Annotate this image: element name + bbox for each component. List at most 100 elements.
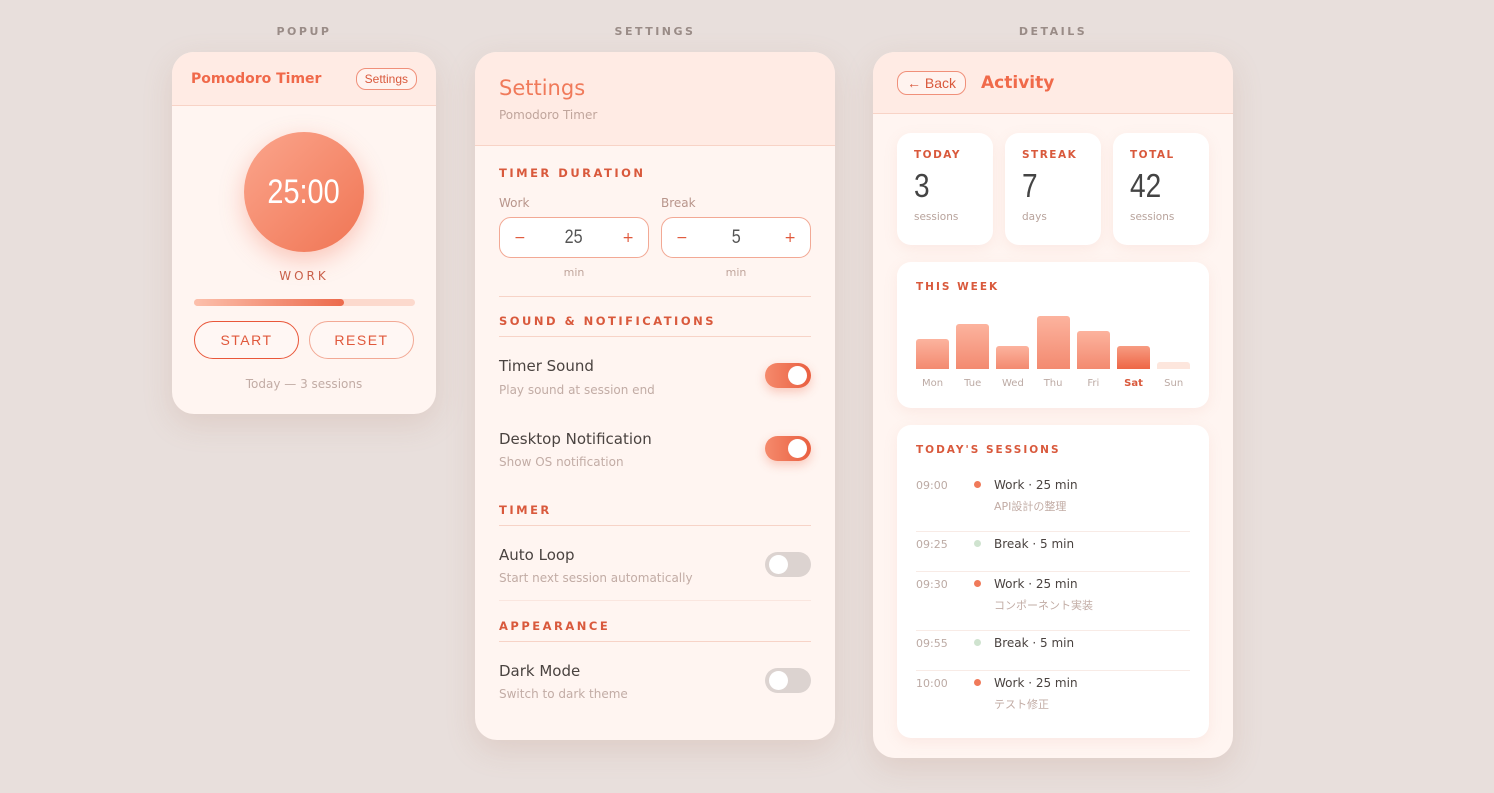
break-unit: min <box>725 266 747 279</box>
timer-display: 25:00 <box>244 132 364 252</box>
session-type: Break · 5 min <box>994 537 1075 551</box>
toggle-knob <box>769 671 788 690</box>
session-type: Break · 5 min <box>994 636 1075 650</box>
toggle-knob <box>788 366 807 385</box>
auto-loop-toggle[interactable] <box>765 552 811 577</box>
popup-label: POPUP <box>276 25 332 38</box>
auto-loop-desc: Start next session automatically <box>499 571 693 585</box>
settings-header: Settings Pomodoro Timer <box>475 52 835 146</box>
day-label: Wed <box>1001 378 1024 389</box>
session-dot-icon <box>974 639 981 646</box>
timer-sound-toggle[interactable] <box>765 363 811 388</box>
stat-label: TOTAL <box>1130 149 1175 161</box>
day-label: Mon <box>921 378 944 389</box>
divider <box>499 641 811 642</box>
popup-panel: Pomodoro Timer Settings 25:00 WORK START… <box>172 52 436 414</box>
session-dot-icon <box>974 679 981 686</box>
divider <box>499 336 811 337</box>
divider <box>499 296 811 297</box>
work-decrement-button[interactable]: − <box>514 229 526 246</box>
bar-fri <box>1076 331 1110 369</box>
desktop-notification-title: Desktop Notification <box>499 430 652 448</box>
session-dot-icon <box>974 580 981 587</box>
timer-sound-desc: Play sound at session end <box>499 383 655 397</box>
back-button[interactable]: ← Back <box>897 70 967 95</box>
timer-sound-title: Timer Sound <box>499 357 594 375</box>
progress-fill <box>194 299 345 306</box>
details-label: DETAILS <box>1018 25 1088 38</box>
settings-subtitle: Pomodoro Timer <box>499 108 598 122</box>
bar-sun <box>1157 362 1191 369</box>
break-decrement-button[interactable]: − <box>676 229 688 246</box>
session-time: 10:00 <box>916 677 948 690</box>
session-type: Work · 25 min <box>994 676 1078 690</box>
session-item: 09:25 Break · 5 min <box>916 537 1190 572</box>
session-time: 09:00 <box>916 479 948 492</box>
settings-panel: Settings Pomodoro Timer TIMER DURATION W… <box>475 52 835 740</box>
divider <box>499 600 811 601</box>
session-desc: コンポーネント実装 <box>994 599 1093 612</box>
break-value[interactable]: 5 <box>731 226 741 248</box>
dark-mode-toggle[interactable] <box>765 668 811 693</box>
session-dot-icon <box>974 540 981 547</box>
stat-streak: STREAK 7 days <box>1005 133 1101 245</box>
app-title: Pomodoro Timer <box>191 70 322 87</box>
popup-header: Pomodoro Timer Settings <box>172 52 436 106</box>
sessions-card: TODAY'S SESSIONS 09:00 Work · 25 min API… <box>897 425 1209 738</box>
stat-today: TODAY 3 sessions <box>897 133 993 245</box>
stat-unit: days <box>1022 211 1047 223</box>
dark-mode-desc: Switch to dark theme <box>499 687 628 701</box>
settings-button[interactable]: Settings <box>355 67 417 90</box>
timer-mode: WORK <box>279 269 329 283</box>
start-button[interactable]: START <box>194 321 299 359</box>
bar-wed <box>996 346 1030 369</box>
desktop-notification-desc: Show OS notification <box>499 455 624 469</box>
stat-unit: sessions <box>914 211 959 223</box>
stat-total: TOTAL 42 sessions <box>1113 133 1209 245</box>
break-stepper: − 5 + <box>661 217 811 258</box>
bar-mon <box>916 338 949 369</box>
reset-button[interactable]: RESET <box>309 321 414 359</box>
bar-thu <box>1036 316 1070 369</box>
stat-value: 7 <box>1022 167 1038 204</box>
settings-title: Settings <box>499 76 586 100</box>
settings-label: SETTINGS <box>614 25 696 38</box>
session-time: 09:30 <box>916 578 948 591</box>
details-header: ← Back Activity <box>873 52 1233 114</box>
session-item: 09:30 Work · 25 min コンポーネント実装 <box>916 577 1190 631</box>
today-summary: Today — 3 sessions <box>245 377 363 391</box>
toggle-knob <box>788 439 807 458</box>
section-sound: SOUND & NOTIFICATIONS <box>499 314 717 328</box>
session-time: 09:25 <box>916 538 948 551</box>
day-label: Sun <box>1164 378 1184 389</box>
session-desc: API設計の整理 <box>994 500 1067 513</box>
session-item: 09:55 Break · 5 min <box>916 636 1190 671</box>
auto-loop-title: Auto Loop <box>499 546 575 564</box>
stat-unit: sessions <box>1130 211 1175 223</box>
desktop-notification-toggle[interactable] <box>765 436 811 461</box>
stat-label: STREAK <box>1022 149 1078 161</box>
day-label: Thu <box>1043 378 1063 389</box>
break-increment-button[interactable]: + <box>784 229 796 246</box>
stat-value: 3 <box>914 167 930 204</box>
stat-value: 42 <box>1130 167 1162 204</box>
week-chart-title: THIS WEEK <box>916 281 1000 293</box>
session-dot-icon <box>974 481 981 488</box>
divider <box>499 525 811 526</box>
session-type: Work · 25 min <box>994 577 1078 591</box>
work-increment-button[interactable]: + <box>622 229 634 246</box>
week-chart-card: THIS WEEK Mon Tue Wed Thu Fri Sat Sun <box>897 262 1209 408</box>
work-stepper: − 25 + <box>499 217 649 258</box>
session-time: 09:55 <box>916 637 948 650</box>
timer-time: 25:00 <box>267 172 341 211</box>
work-label: Work <box>499 196 530 210</box>
sessions-title: TODAY'S SESSIONS <box>916 444 1061 456</box>
details-panel: ← Back Activity TODAY 3 sessions STREAK … <box>873 52 1233 758</box>
session-item: 10:00 Work · 25 min テスト修正 <box>916 676 1190 730</box>
toggle-knob <box>769 555 788 574</box>
details-title: Activity <box>981 72 1055 93</box>
work-value[interactable]: 25 <box>565 226 583 248</box>
day-label: Tue <box>964 378 982 389</box>
section-appearance: APPEARANCE <box>499 619 611 633</box>
break-label: Break <box>661 196 696 210</box>
